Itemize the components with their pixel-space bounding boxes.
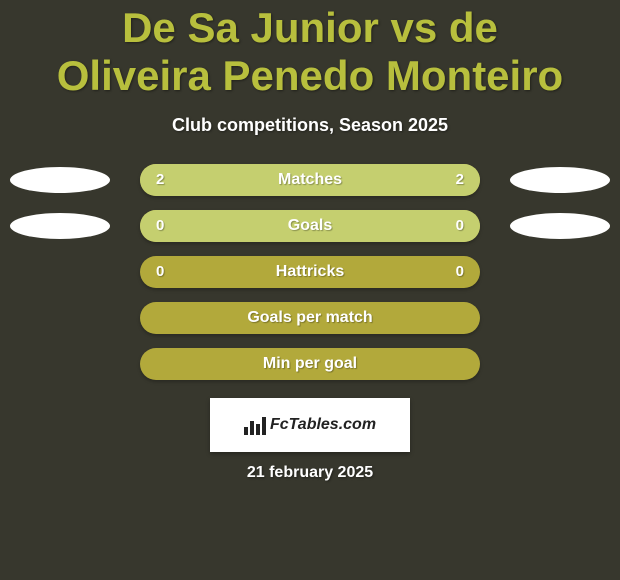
stat-bar: 0 Goals 0 [140, 210, 480, 242]
stat-row: Goals per match [10, 302, 610, 334]
stat-label: Min per goal [263, 355, 357, 373]
subtitle: Club competitions, Season 2025 [0, 115, 620, 136]
player-right-ellipse [510, 167, 610, 193]
stat-label: Hattricks [276, 263, 344, 281]
stat-label: Matches [278, 171, 342, 189]
stat-label: Goals per match [247, 309, 372, 327]
date-label: 21 february 2025 [0, 464, 620, 482]
stat-bar: 2 Matches 2 [140, 164, 480, 196]
stat-bar: Goals per match [140, 302, 480, 334]
stat-row: Min per goal [10, 348, 610, 380]
logo-text: FcTables.com [270, 416, 376, 434]
stat-row: 0 Hattricks 0 [10, 256, 610, 288]
stat-value-right: 0 [456, 217, 480, 234]
stat-label: Goals [288, 217, 332, 235]
stat-value-right: 0 [456, 263, 480, 280]
fctables-logo: FcTables.com [210, 398, 410, 452]
stat-rows: 2 Matches 2 0 Goals 0 0 Hattricks 0 Goals per mat… [0, 164, 620, 380]
player-left-ellipse [10, 167, 110, 193]
stat-value-left: 0 [140, 217, 164, 234]
stat-value-left: 0 [140, 263, 164, 280]
player-right-ellipse [510, 213, 610, 239]
stat-row: 0 Goals 0 [10, 210, 610, 242]
stat-value-left: 2 [140, 171, 164, 188]
stat-row: 2 Matches 2 [10, 164, 610, 196]
page-title: De Sa Junior vs de Oliveira Penedo Monte… [0, 0, 620, 101]
bars-icon [244, 415, 266, 435]
stat-bar: 0 Hattricks 0 [140, 256, 480, 288]
player-left-ellipse [10, 213, 110, 239]
stat-value-right: 2 [456, 171, 480, 188]
stat-bar: Min per goal [140, 348, 480, 380]
